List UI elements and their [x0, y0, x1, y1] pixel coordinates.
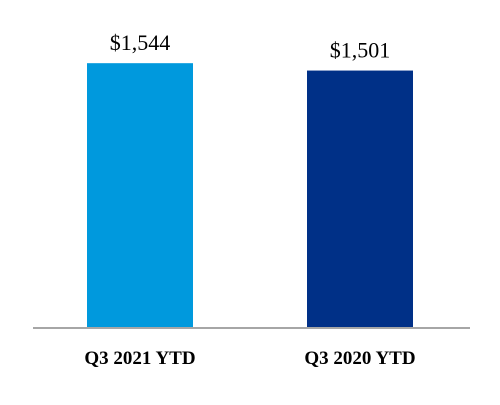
bar-value-label-2: $1,501 — [330, 38, 391, 63]
bar-value-label-1: $1,544 — [110, 30, 171, 55]
bar-2 — [307, 70, 413, 328]
category-label-2: Q3 2020 YTD — [304, 348, 415, 369]
category-label-1: Q3 2021 YTD — [84, 348, 195, 369]
bar-1 — [87, 63, 193, 329]
